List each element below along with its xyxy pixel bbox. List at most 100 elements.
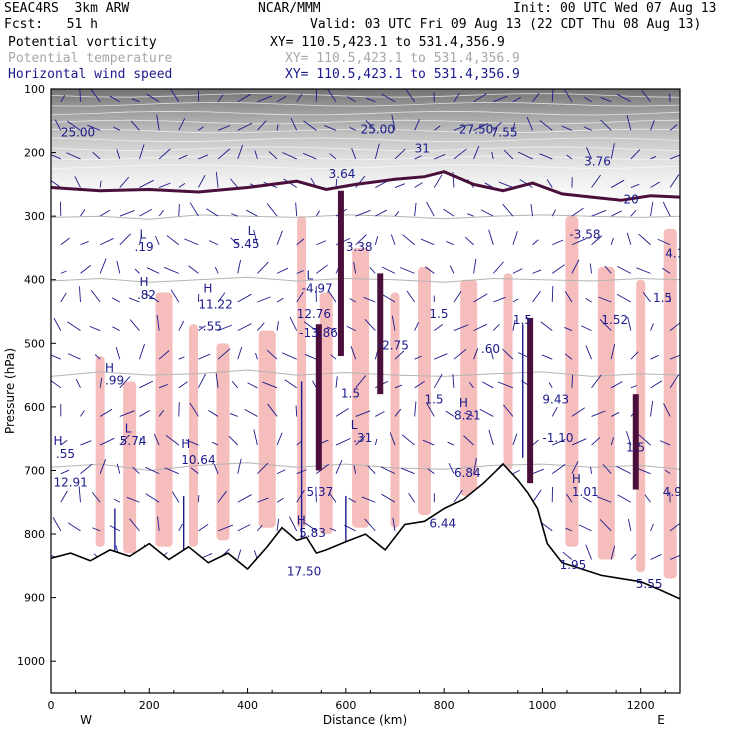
wind-vector	[374, 143, 380, 160]
fcst-label: Fcst: 51 h	[4, 17, 98, 32]
wind-vector	[92, 152, 101, 160]
wind-vector	[326, 326, 337, 332]
wind-vector	[257, 95, 273, 103]
wind-vector	[540, 321, 553, 331]
contour-label: H	[53, 434, 62, 448]
y-tick-label: 500	[24, 337, 45, 350]
contour-label: 5.74	[120, 434, 147, 448]
wind-vector	[80, 241, 89, 246]
wind-vector	[488, 229, 494, 245]
y-tick-label: 700	[24, 464, 45, 477]
wind-vector	[610, 343, 616, 360]
wind-vector	[473, 123, 489, 131]
theta-contour	[51, 369, 680, 377]
wind-shading-tower	[155, 292, 173, 547]
contour-label: H	[297, 514, 306, 528]
wind-vector	[119, 376, 131, 389]
wind-vector	[532, 269, 542, 274]
wind-shading-tower	[597, 267, 615, 560]
contour-label: 6.44	[429, 517, 456, 531]
wind-vector	[414, 119, 420, 131]
wind-vector	[112, 297, 121, 303]
wind-vector	[145, 293, 160, 303]
contour-label: 1.5	[653, 291, 672, 305]
wind-vector	[60, 95, 66, 102]
wind-vector	[564, 291, 573, 303]
wind-vector	[178, 381, 188, 389]
wind-vector	[532, 239, 539, 246]
wind-vector	[659, 440, 671, 446]
wind-vector	[427, 468, 435, 475]
wind-vector	[217, 148, 231, 160]
pv-tower	[315, 324, 322, 471]
field-name-pv: Potential vorticity	[8, 35, 157, 50]
wind-vector	[302, 152, 317, 160]
wind-vector	[119, 210, 135, 217]
wind-vector	[139, 380, 154, 389]
contour-label: 31	[415, 142, 430, 156]
wind-vector	[237, 293, 252, 303]
terrain-line	[51, 462, 680, 600]
wind-vector	[116, 260, 121, 274]
wind-vector	[473, 93, 488, 103]
wind-vector	[295, 202, 298, 217]
wind-vector	[296, 93, 303, 102]
field-xy-pv: XY= 110.5,423.1 to 531.4,356.9	[270, 35, 505, 50]
wind-vector	[288, 516, 298, 532]
contour-label: 3.38	[346, 240, 373, 254]
wind-vector	[361, 496, 376, 503]
wind-vector	[381, 93, 396, 103]
wind-vector	[617, 494, 632, 503]
wind-vector	[602, 463, 612, 474]
wind-vector	[163, 266, 179, 274]
wind-vector	[172, 491, 180, 503]
wind-vector	[389, 432, 396, 446]
wind-vector	[157, 516, 160, 531]
wind-vector	[188, 265, 199, 274]
wind-vector	[198, 154, 209, 160]
wind-vector	[380, 466, 396, 475]
contour-label: 20	[623, 192, 638, 206]
wind-vector	[366, 97, 376, 103]
wind-vector	[591, 437, 601, 446]
contour-label: .60	[481, 342, 500, 356]
wind-vector	[365, 120, 376, 131]
wind-vector	[564, 327, 573, 332]
wind-vector	[89, 325, 101, 332]
wind-vector	[650, 155, 657, 160]
wind-vector	[166, 235, 180, 246]
wind-shading-tower	[319, 292, 333, 535]
wind-vector	[453, 324, 469, 332]
wind-shading-tower	[123, 381, 137, 554]
wind-vector	[420, 238, 435, 246]
wind-vector	[184, 238, 199, 246]
wind-vector	[414, 401, 417, 417]
wind-vector	[296, 270, 304, 274]
wind-vector	[650, 554, 662, 560]
wind-vector	[208, 240, 219, 246]
east-label: E	[657, 713, 665, 727]
wind-vector	[217, 524, 234, 532]
wind-vector	[237, 144, 244, 160]
x-tick-label: 800	[434, 699, 455, 712]
contour-label: 1.5	[424, 393, 443, 407]
wind-vector	[551, 407, 558, 417]
wind-vector	[610, 545, 616, 560]
wind-vector	[616, 293, 632, 303]
wind-vector	[599, 519, 612, 532]
x-axis-title: Distance (km)	[323, 713, 407, 727]
wind-vector	[119, 434, 130, 446]
contour-label: 5.37	[307, 485, 334, 499]
wind-vector	[405, 89, 416, 102]
contour-label: .31	[353, 431, 372, 445]
wind-vector	[355, 234, 367, 246]
wind-vector	[230, 237, 239, 246]
contour-label: L	[125, 421, 132, 435]
wind-vector	[512, 319, 516, 331]
wind-vector	[75, 378, 81, 389]
wind-vector	[67, 353, 81, 360]
wind-vector	[453, 348, 467, 360]
wind-vector	[600, 119, 612, 131]
wind-vector	[329, 153, 337, 160]
wind-vector	[231, 213, 238, 217]
